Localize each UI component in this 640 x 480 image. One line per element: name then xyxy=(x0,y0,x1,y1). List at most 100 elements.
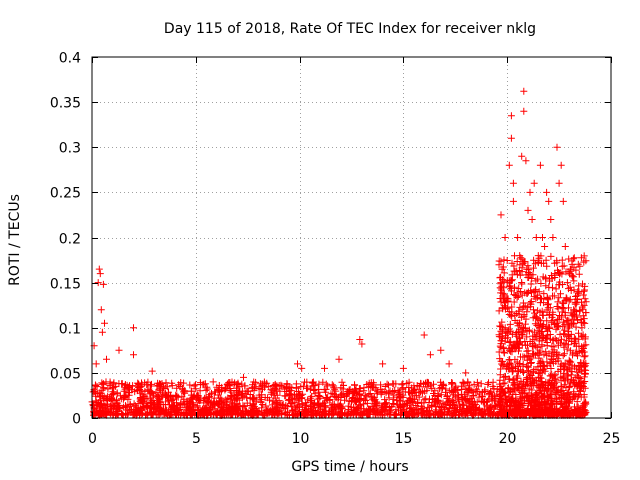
data-point xyxy=(366,390,374,397)
data-point xyxy=(93,383,101,391)
data-point xyxy=(574,260,582,268)
data-point xyxy=(384,409,392,417)
data-point xyxy=(545,411,553,418)
data-point xyxy=(580,400,588,408)
data-point xyxy=(160,383,167,391)
data-point xyxy=(516,406,524,414)
data-point xyxy=(508,330,516,338)
data-point xyxy=(554,316,562,324)
data-point xyxy=(546,392,554,400)
data-point xyxy=(526,303,534,311)
data-point xyxy=(331,406,339,414)
data-point xyxy=(555,281,563,289)
data-point xyxy=(355,390,363,398)
data-point xyxy=(315,402,323,410)
y-tick-label: 0.3 xyxy=(59,141,81,157)
data-point xyxy=(573,403,581,411)
data-point xyxy=(153,393,161,401)
y-tick-label: 0.35 xyxy=(50,96,81,112)
data-point xyxy=(101,319,108,327)
data-point xyxy=(564,331,572,339)
data-point xyxy=(130,324,137,332)
data-point xyxy=(389,400,397,407)
data-point xyxy=(481,387,489,395)
data-point xyxy=(307,404,315,412)
data-point xyxy=(277,381,285,389)
data-point xyxy=(507,112,515,120)
data-point xyxy=(373,398,381,406)
data-point xyxy=(391,387,399,394)
data-point xyxy=(553,143,561,151)
x-tick-label: 25 xyxy=(603,431,621,447)
data-point xyxy=(498,282,506,290)
data-point xyxy=(519,331,526,339)
data-point xyxy=(224,408,232,416)
data-point xyxy=(576,386,584,394)
data-point xyxy=(549,284,556,292)
data-point xyxy=(382,400,389,408)
data-point xyxy=(387,403,395,410)
data-point xyxy=(535,398,543,406)
data-point xyxy=(550,372,558,380)
data-point xyxy=(112,382,120,390)
data-point xyxy=(418,406,426,414)
data-point xyxy=(238,390,246,398)
data-point xyxy=(152,408,160,416)
data-point xyxy=(338,404,346,412)
data-point xyxy=(169,404,177,412)
data-point xyxy=(94,279,102,287)
data-point xyxy=(328,381,336,389)
data-point xyxy=(582,309,590,316)
data-point xyxy=(450,391,458,399)
data-point xyxy=(513,404,521,412)
data-point xyxy=(365,406,373,414)
data-point xyxy=(577,254,585,262)
data-point xyxy=(548,397,556,405)
data-point xyxy=(477,380,485,388)
data-point xyxy=(520,303,528,311)
data-point xyxy=(385,410,393,418)
data-point xyxy=(338,378,346,386)
data-point xyxy=(445,397,453,404)
data-point xyxy=(497,273,505,281)
data-point xyxy=(507,396,515,404)
data-point xyxy=(549,381,557,389)
data-point xyxy=(505,283,513,291)
data-point xyxy=(532,313,540,321)
data-point xyxy=(552,285,560,293)
data-point xyxy=(258,396,266,404)
data-point xyxy=(565,255,573,263)
data-point xyxy=(393,400,401,408)
data-point xyxy=(532,277,540,285)
data-point xyxy=(580,258,588,266)
data-point xyxy=(528,275,536,282)
data-point xyxy=(157,409,165,417)
data-point xyxy=(319,378,327,386)
data-point xyxy=(196,379,204,387)
data-point xyxy=(520,107,528,115)
data-point xyxy=(385,381,392,389)
data-point xyxy=(570,286,578,294)
data-point xyxy=(227,392,235,399)
data-point xyxy=(496,380,504,388)
data-point xyxy=(534,343,542,351)
data-point xyxy=(230,381,238,389)
data-point xyxy=(579,319,587,327)
data-point xyxy=(523,362,531,370)
data-point xyxy=(217,387,225,395)
data-point xyxy=(448,379,456,387)
data-point xyxy=(294,360,301,368)
data-point xyxy=(497,298,505,306)
data-point xyxy=(141,379,149,387)
data-point xyxy=(522,392,530,400)
data-point xyxy=(250,411,258,418)
data-point xyxy=(315,388,323,396)
data-point xyxy=(223,403,231,411)
data-point xyxy=(563,336,571,344)
plot-frame xyxy=(91,56,612,419)
data-point xyxy=(331,393,339,401)
data-point xyxy=(527,359,535,366)
data-point xyxy=(173,399,180,407)
data-point xyxy=(298,400,306,408)
data-point xyxy=(558,335,565,343)
